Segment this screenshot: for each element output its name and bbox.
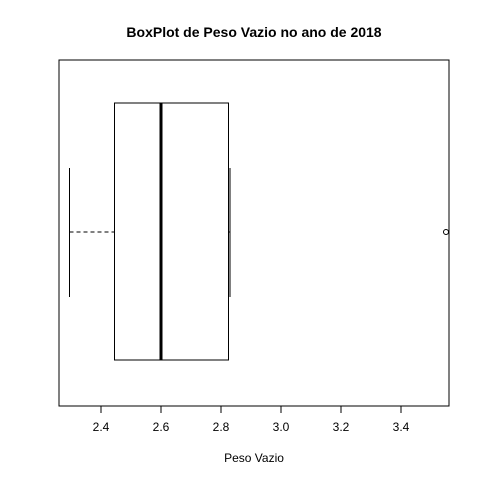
outliers xyxy=(443,229,449,235)
x-tick-label: 2.8 xyxy=(213,420,230,434)
x-tick-label: 3.2 xyxy=(333,420,350,434)
x-axis: 2.4 2.6 2.8 3.0 3.2 3.4 xyxy=(93,405,410,434)
x-tick-label: 2.6 xyxy=(153,420,170,434)
x-tick-label: 3.0 xyxy=(273,420,290,434)
x-axis-label: Peso Vazio xyxy=(224,451,284,465)
iqr-box xyxy=(114,102,229,361)
plot-frame xyxy=(58,59,450,407)
x-tick-label: 2.4 xyxy=(93,420,110,434)
chart-title: BoxPlot de Peso Vazio no ano de 2018 xyxy=(126,24,381,40)
x-tick-label: 3.4 xyxy=(393,420,410,434)
box-group xyxy=(69,102,231,361)
outlier-point xyxy=(443,229,449,235)
